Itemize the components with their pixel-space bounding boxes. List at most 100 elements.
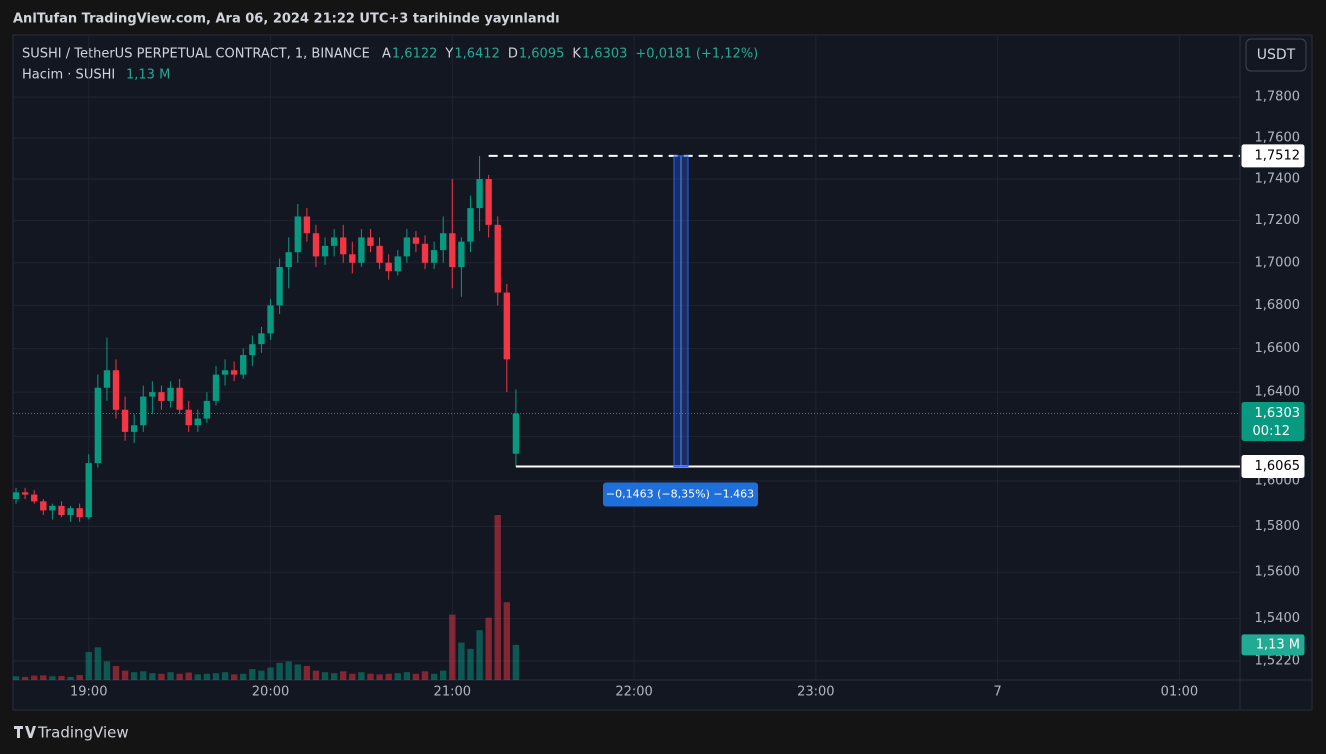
volume-bar bbox=[276, 662, 283, 680]
volume-bar bbox=[40, 675, 47, 680]
volume-bar bbox=[76, 675, 83, 680]
y-tick-label: 1,7200 bbox=[1255, 213, 1301, 228]
volume-bar bbox=[476, 630, 483, 680]
candle-body bbox=[185, 409, 192, 426]
currency-button[interactable] bbox=[1245, 38, 1307, 72]
candle-body bbox=[258, 333, 265, 345]
volume-bar bbox=[194, 674, 201, 680]
candle-body bbox=[385, 262, 392, 272]
volume-bar bbox=[485, 617, 492, 680]
candle-body bbox=[340, 237, 347, 255]
chart-panel bbox=[12, 34, 1313, 711]
y-tick-label: 1,6600 bbox=[1255, 341, 1301, 356]
volume-bar bbox=[340, 671, 347, 680]
volume-bar bbox=[212, 673, 220, 680]
candle-body bbox=[12, 492, 20, 500]
candle-body bbox=[221, 370, 229, 375]
footer-brand: TradingView bbox=[37, 724, 129, 742]
currency[interactable]: USDT bbox=[1257, 47, 1296, 63]
volume-bar bbox=[376, 674, 383, 680]
candle-body bbox=[249, 344, 256, 356]
volume-bar bbox=[203, 673, 211, 680]
ohlc-key: Y bbox=[444, 47, 453, 62]
candle-body bbox=[312, 233, 320, 257]
high-badge-label: 1,7512 bbox=[1255, 148, 1301, 163]
ohlc-value: 1,6122 bbox=[392, 47, 438, 62]
candle-body bbox=[67, 508, 74, 515]
volume-bar bbox=[285, 661, 292, 680]
countdown: 00:12 bbox=[1253, 424, 1290, 439]
y-tick-label: 1,5600 bbox=[1255, 565, 1301, 580]
last-price-label: 1,6303 bbox=[1255, 406, 1301, 421]
volume-bar bbox=[421, 671, 429, 680]
candle-body bbox=[85, 463, 92, 518]
volume-bar bbox=[221, 672, 229, 680]
ohlc-value: 1,6303 bbox=[582, 47, 628, 62]
candle-body bbox=[240, 355, 247, 375]
y-tick-label: 1,6800 bbox=[1255, 298, 1301, 313]
volume-bar bbox=[131, 672, 138, 680]
volume-bar bbox=[121, 670, 129, 680]
volume-value: 1,13 M bbox=[126, 68, 170, 83]
volume-bar bbox=[240, 673, 247, 680]
volume-bar bbox=[21, 676, 29, 680]
candle-body bbox=[76, 508, 83, 518]
volume-bar bbox=[367, 673, 374, 680]
volume-bar bbox=[94, 647, 102, 680]
volume-bar bbox=[412, 673, 420, 680]
volume-bar bbox=[330, 673, 338, 680]
volume-bar bbox=[303, 665, 311, 680]
volume-bar bbox=[167, 672, 174, 680]
volume-bar bbox=[449, 614, 456, 680]
volume-bar bbox=[158, 673, 165, 680]
x-tick-label: 22:00 bbox=[615, 685, 652, 700]
volume-name: Hacim · SUSHI bbox=[22, 68, 115, 83]
y-tick-label: 1,7000 bbox=[1255, 255, 1301, 270]
candle-body bbox=[376, 245, 383, 263]
volume-bar bbox=[403, 672, 411, 680]
candle-body bbox=[176, 387, 183, 410]
volume-bar bbox=[467, 648, 474, 680]
candle-body bbox=[131, 425, 138, 432]
measure-label: −0,1463 (−8,35%) −1.463 bbox=[606, 487, 754, 500]
candle-body bbox=[203, 400, 211, 419]
volume-bar bbox=[349, 673, 356, 680]
y-tick-label: 1,7400 bbox=[1255, 172, 1301, 187]
y-tick-label: 1,5400 bbox=[1255, 611, 1301, 626]
y-tick-label: 1,5800 bbox=[1255, 519, 1301, 534]
candle-body bbox=[485, 179, 492, 225]
y-tick-label: 1,5220 bbox=[1255, 654, 1301, 669]
candle-body bbox=[103, 370, 111, 388]
candle-body bbox=[167, 387, 174, 401]
candle-body bbox=[394, 256, 401, 272]
y-tick-label: 1,7800 bbox=[1255, 90, 1301, 105]
volume-bar bbox=[249, 669, 256, 680]
measure-label-bg bbox=[603, 482, 758, 507]
candle-body bbox=[276, 266, 283, 306]
volume-bar bbox=[458, 642, 465, 680]
candle-body bbox=[412, 237, 420, 244]
candle-body bbox=[140, 396, 147, 426]
volume-bar bbox=[294, 664, 301, 680]
volume-bar bbox=[49, 676, 56, 680]
candle-body bbox=[94, 387, 102, 464]
candle-body bbox=[285, 252, 292, 267]
x-tick-label: 23:00 bbox=[797, 685, 834, 700]
volume-bar bbox=[312, 670, 320, 680]
volume-bar bbox=[230, 674, 238, 680]
volume-bar bbox=[258, 670, 265, 680]
volume-bar bbox=[321, 672, 329, 680]
volume-bar bbox=[385, 673, 392, 680]
candle-body bbox=[512, 413, 520, 454]
volume-bar bbox=[267, 667, 274, 680]
candle-body bbox=[358, 237, 365, 263]
x-tick-label: 20:00 bbox=[252, 685, 289, 700]
candle-body bbox=[212, 374, 220, 401]
candle-body bbox=[467, 208, 474, 242]
low-badge bbox=[1241, 454, 1305, 478]
symbol: SUSHI / TetherUS PERPETUAL CONTRACT, 1, … bbox=[22, 47, 370, 62]
x-tick-label: 7 bbox=[993, 685, 1001, 700]
y-tick-label: 1,7600 bbox=[1255, 130, 1301, 145]
candle-body bbox=[440, 233, 447, 251]
candle-body bbox=[40, 501, 47, 511]
